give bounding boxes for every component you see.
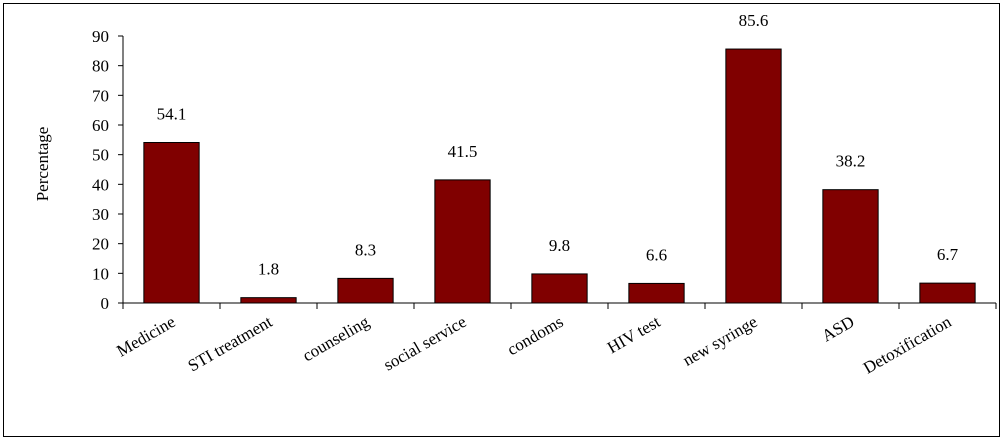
bar-social-service bbox=[434, 179, 491, 304]
bar-sti-treatment bbox=[240, 297, 297, 304]
data-label: 9.8 bbox=[549, 236, 570, 255]
category-label: ASD bbox=[819, 312, 858, 345]
bar-hiv-test bbox=[628, 282, 685, 304]
data-label: 6.6 bbox=[646, 245, 667, 264]
bar-asd bbox=[822, 189, 879, 304]
data-label: 1.8 bbox=[258, 260, 279, 279]
data-label: 38.2 bbox=[836, 152, 866, 171]
data-label: 85.6 bbox=[739, 11, 769, 30]
y-tick-label: 10 bbox=[92, 264, 109, 283]
data-label: 41.5 bbox=[448, 142, 478, 161]
category-label: STI treatment bbox=[185, 312, 276, 376]
y-tick-label: 80 bbox=[92, 57, 109, 76]
chart-frame: 0 10 20 30 40 50 60 70 80 90 54.1 Medicine 1.8 STI t… bbox=[3, 3, 1000, 437]
y-tick-label: 90 bbox=[92, 27, 109, 46]
y-tick-label: 30 bbox=[92, 205, 109, 224]
bars bbox=[143, 48, 976, 304]
category-label: Detoxification bbox=[860, 312, 955, 378]
bar-counseling bbox=[337, 277, 394, 304]
y-tick-label: 0 bbox=[101, 294, 110, 313]
bar-new-syringe bbox=[725, 48, 782, 304]
bar-condoms bbox=[531, 273, 588, 304]
category-label: new syringe bbox=[679, 312, 760, 370]
bar-medicine bbox=[143, 142, 200, 304]
y-tick-label: 40 bbox=[92, 175, 109, 194]
y-tick-label: 50 bbox=[92, 146, 109, 165]
y-tick-label: 20 bbox=[92, 235, 109, 254]
data-label: 6.7 bbox=[937, 245, 959, 264]
category-label: counseling bbox=[299, 312, 373, 366]
data-label: 54.1 bbox=[157, 105, 187, 124]
category-label: Medicine bbox=[113, 312, 178, 361]
y-axis-title: Percentage bbox=[33, 127, 52, 202]
category-label: social service bbox=[380, 312, 469, 374]
y-tick-label: 70 bbox=[92, 86, 109, 105]
y-tick-label: 60 bbox=[92, 116, 109, 135]
bar-detoxification bbox=[919, 282, 976, 304]
bar-chart: 0 10 20 30 40 50 60 70 80 90 54.1 Medicine 1.8 STI t… bbox=[33, 11, 997, 378]
category-label: condoms bbox=[504, 312, 567, 359]
data-label: 8.3 bbox=[355, 240, 376, 259]
category-label: HIV test bbox=[604, 312, 664, 357]
